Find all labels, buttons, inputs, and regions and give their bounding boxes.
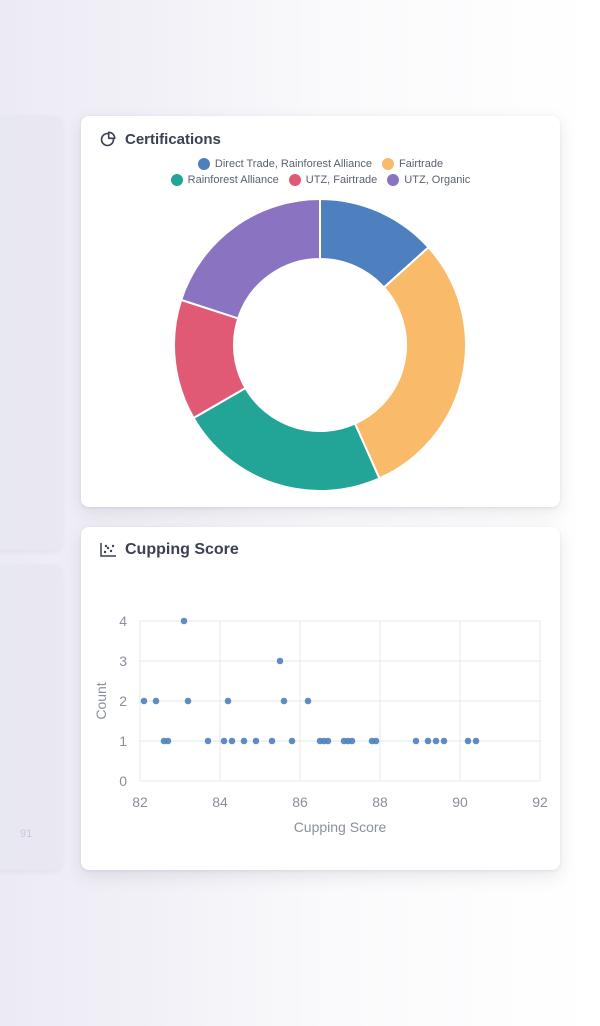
certifications-card: Certifications Direct Trade, Rainforest … xyxy=(81,116,560,507)
legend-swatch xyxy=(197,158,210,170)
legend-item-rainforest-alliance[interactable]: Rainforest Alliance xyxy=(170,174,279,186)
legend-swatch xyxy=(387,174,400,186)
scatter-point[interactable] xyxy=(180,617,188,625)
scatter-point[interactable] xyxy=(348,737,356,745)
legend-item-fairtrade[interactable]: Fairtrade xyxy=(382,158,443,170)
scatter-point[interactable] xyxy=(224,697,232,705)
x-axis-title: Cupping Score xyxy=(294,819,387,835)
scatter-point[interactable] xyxy=(464,737,472,745)
legend-label: Rainforest Alliance xyxy=(187,174,279,186)
scatter-point[interactable] xyxy=(220,737,228,745)
scatter-point[interactable] xyxy=(240,737,248,745)
scatter-point[interactable] xyxy=(412,737,420,745)
pie-chart-icon xyxy=(99,130,117,148)
scatter-point[interactable] xyxy=(324,737,332,745)
certifications-title: Certifications xyxy=(125,130,221,148)
scatter-point[interactable] xyxy=(140,697,148,705)
certifications-donut-chart xyxy=(173,197,467,492)
scatter-point[interactable] xyxy=(228,737,236,745)
x-tick-label: 88 xyxy=(372,794,388,810)
x-tick-label: 82 xyxy=(132,794,148,810)
legend-swatch xyxy=(288,174,301,186)
cupping-score-title: Cupping Score xyxy=(125,541,239,558)
legend-swatch xyxy=(382,158,395,170)
scatter-point[interactable] xyxy=(204,737,212,745)
cupping-score-scatter-chart: 0 1 2 3 4 82 84 86 88 90 92 Cupping Score Count xyxy=(93,613,548,835)
legend-swatch xyxy=(170,174,183,186)
scatter-point[interactable] xyxy=(276,657,284,665)
scatter-point[interactable] xyxy=(164,737,172,745)
legend-item-direct-trade-rainforest-alliance[interactable]: Direct Trade, Rainforest Alliance xyxy=(197,158,373,170)
certifications-header: Certifications xyxy=(99,130,221,148)
legend-label: UTZ, Fairtrade xyxy=(305,174,378,186)
donut-slice-fairtrade[interactable] xyxy=(353,245,467,480)
scatter-point[interactable] xyxy=(184,697,192,705)
certifications-legend: Direct Trade, Rainforest Alliance Fairtra… xyxy=(81,158,560,186)
x-tick-label: 90 xyxy=(452,794,468,810)
scatter-point[interactable] xyxy=(424,737,432,745)
y-axis-title: Count xyxy=(93,682,109,719)
background-card-top xyxy=(0,116,62,550)
background-card-label: 91 xyxy=(20,828,33,840)
cupping-score-card: 0 1 2 3 4 82 84 86 88 90 92 Cupping Score Count Cupp… xyxy=(81,527,560,870)
legend-row: Direct Trade, Rainforest Alliance Fairtra… xyxy=(197,158,443,170)
y-tick-label: 3 xyxy=(119,653,127,669)
scatter-point[interactable] xyxy=(268,737,276,745)
scatter-chart-icon xyxy=(99,541,117,559)
donut-slice-utz-organic[interactable] xyxy=(179,197,321,320)
legend-label: UTZ, Organic xyxy=(404,174,471,186)
legend-item-utz-fairtrade[interactable]: UTZ, Fairtrade xyxy=(288,174,378,186)
scatter-point[interactable] xyxy=(440,737,448,745)
scatter-point[interactable] xyxy=(472,737,480,745)
y-tick-label: 4 xyxy=(119,613,127,629)
cupping-score-header: Cupping Score xyxy=(99,541,239,559)
y-tick-label: 2 xyxy=(119,693,127,709)
scatter-point[interactable] xyxy=(304,697,312,705)
scatter-point[interactable] xyxy=(432,737,440,745)
legend-row: Rainforest Alliance UTZ, Fairtrade UTZ, Or… xyxy=(170,174,470,186)
scatter-point[interactable] xyxy=(372,737,380,745)
donut-slice-rainforest-alliance[interactable] xyxy=(192,386,381,492)
scatter-point[interactable] xyxy=(152,697,160,705)
legend-label: Direct Trade, Rainforest Alliance xyxy=(214,158,373,170)
scatter-point[interactable] xyxy=(280,697,288,705)
x-tick-label: 92 xyxy=(532,794,548,810)
x-tick-label: 86 xyxy=(292,794,308,810)
y-tick-label: 0 xyxy=(119,773,127,789)
x-tick-label: 84 xyxy=(212,794,228,810)
scatter-point[interactable] xyxy=(252,737,260,745)
legend-item-utz-organic[interactable]: UTZ, Organic xyxy=(387,174,470,186)
y-tick-label: 1 xyxy=(119,733,127,749)
legend-label: Fairtrade xyxy=(399,158,444,170)
scatter-point[interactable] xyxy=(288,737,296,745)
background-card-bottom: 91 xyxy=(0,565,62,870)
